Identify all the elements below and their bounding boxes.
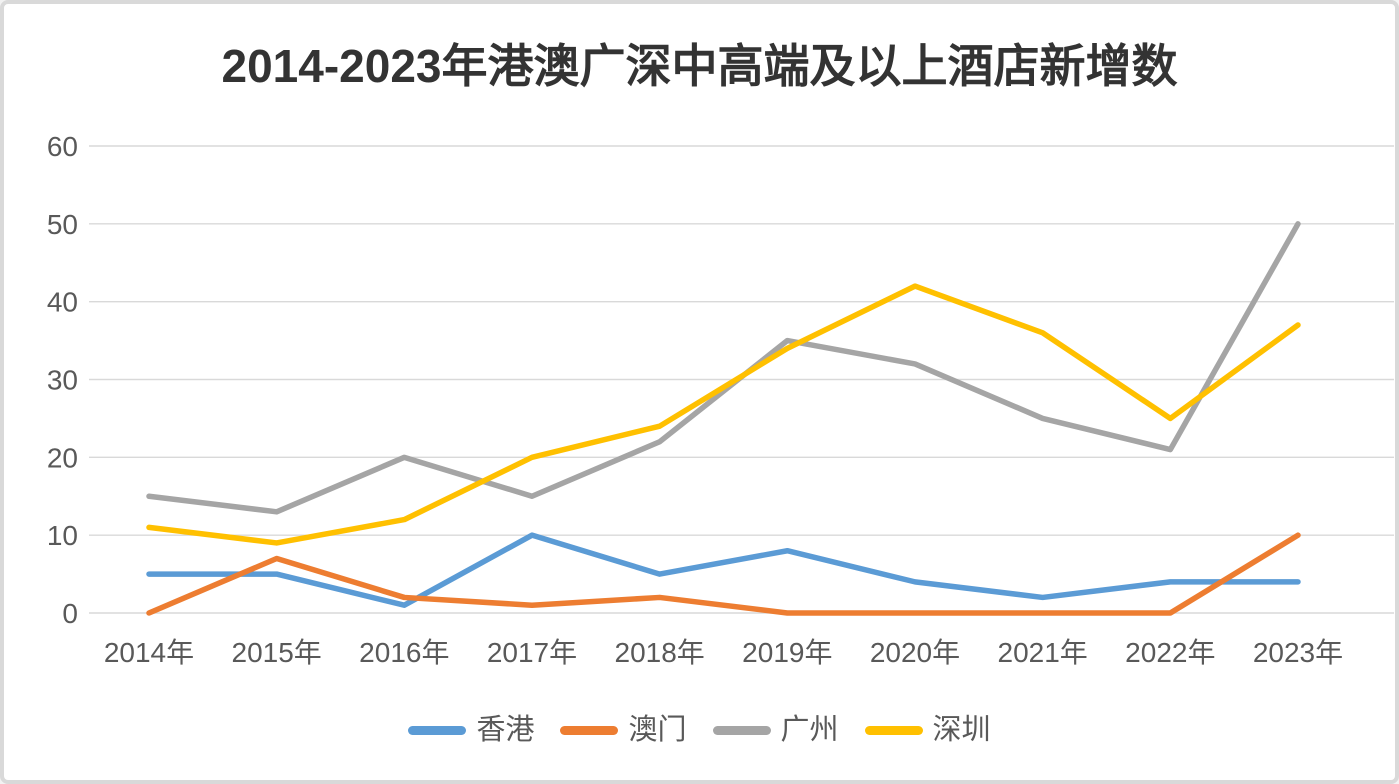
series-line-3 xyxy=(146,283,1301,546)
x-tick-label: 2014年 xyxy=(104,637,194,668)
legend-swatch-icon xyxy=(560,726,619,735)
legend-swatch-icon xyxy=(408,726,467,735)
y-tick-label: 0 xyxy=(62,598,78,629)
y-tick-label: 10 xyxy=(47,520,78,551)
legend-item-3: 深圳 xyxy=(864,714,991,746)
x-tick-label: 2020年 xyxy=(870,637,960,668)
line-chart-plot-area: 0 10 20 30 40 50 60 2014年 2015年 2016年 2017年 2018年 20… xyxy=(47,131,1394,668)
legend-label: 香港 xyxy=(476,714,535,746)
x-tick-label: 2021年 xyxy=(998,637,1088,668)
legend-swatch-icon xyxy=(864,726,923,735)
legend-swatch-icon xyxy=(712,726,771,735)
y-tick-label: 50 xyxy=(47,209,78,240)
x-tick-label: 2018年 xyxy=(615,637,705,668)
y-tick-label: 20 xyxy=(47,442,78,473)
y-tick-label: 60 xyxy=(47,131,78,162)
x-tick-label: 2019年 xyxy=(742,637,832,668)
x-tick-label: 2015年 xyxy=(232,637,322,668)
legend-label: 澳门 xyxy=(628,714,687,746)
x-tick-label: 2022年 xyxy=(1125,637,1215,668)
legend-item-0: 香港 xyxy=(408,716,534,745)
chart-title: 2014-2023年港澳广深中高端及以上酒店新增数 xyxy=(221,40,1178,92)
y-tick-label: 30 xyxy=(47,365,78,396)
legend-item-2: 广州 xyxy=(712,714,839,746)
series-line-1 xyxy=(146,532,1301,616)
series-line-0 xyxy=(146,532,1301,608)
legend-item-1: 澳门 xyxy=(560,714,687,746)
series-line-2 xyxy=(146,221,1301,515)
legend-label: 深圳 xyxy=(932,714,991,746)
y-tick-label: 40 xyxy=(47,287,78,318)
x-tick-label: 2023年 xyxy=(1253,637,1343,668)
chart-legend: 香港 澳门 广州 深圳 xyxy=(4,716,1395,745)
x-tick-label: 2017年 xyxy=(487,637,577,668)
x-tick-label: 2016年 xyxy=(359,637,449,668)
legend-label: 广州 xyxy=(780,714,839,746)
